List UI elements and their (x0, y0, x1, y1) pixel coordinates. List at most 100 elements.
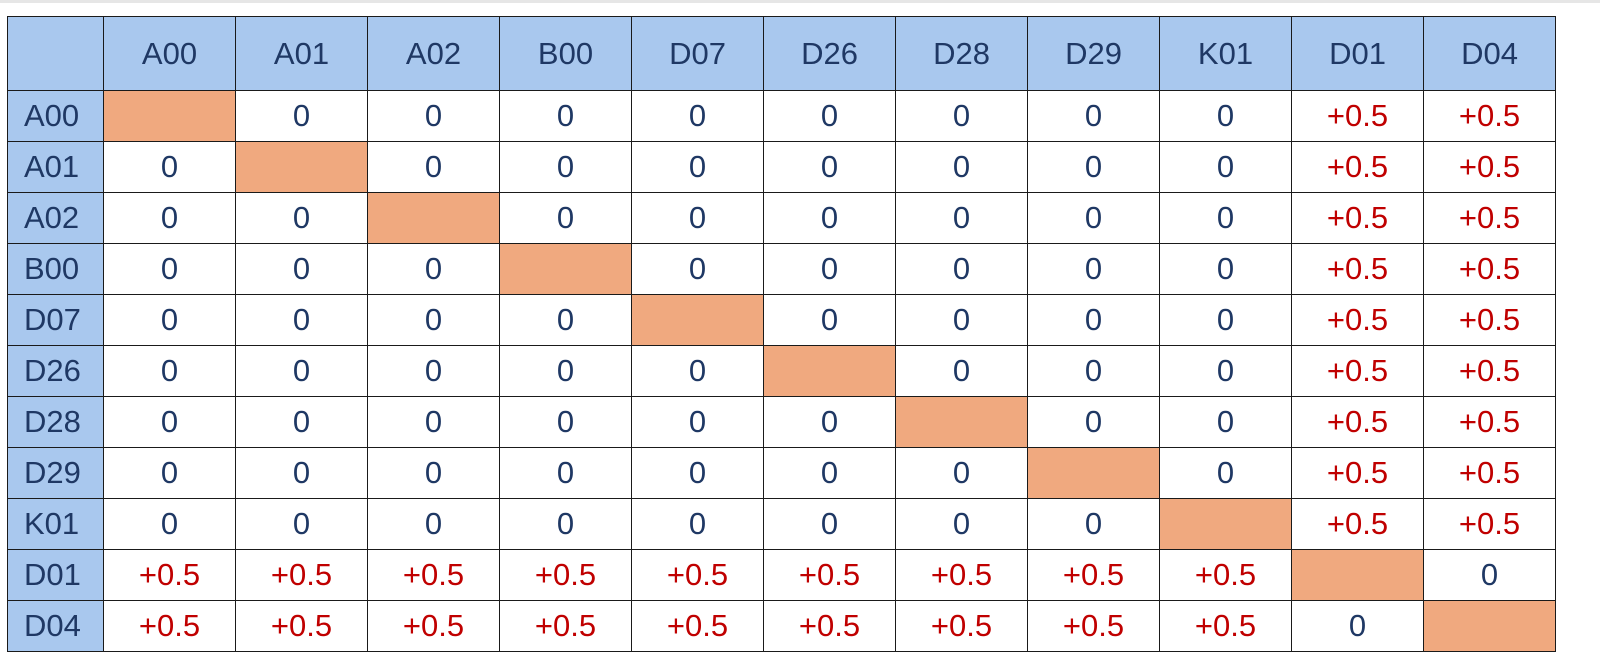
matrix-cell: 0 (763, 141, 896, 193)
row-header: D07 (7, 294, 104, 346)
matrix-cell: 0 (1027, 141, 1160, 193)
matrix-cell: +0.5 (1291, 192, 1424, 244)
matrix-cell: 0 (499, 192, 632, 244)
matrix-cell: 0 (1159, 141, 1292, 193)
diagonal-cell (631, 294, 764, 346)
matrix-cell: 0 (631, 243, 764, 295)
matrix-cell: 0 (1027, 498, 1160, 550)
column-header-d29: D29 (1027, 16, 1160, 91)
matrix-cell: 0 (103, 141, 236, 193)
matrix-cell: 0 (763, 498, 896, 550)
column-header-b00: B00 (499, 16, 632, 91)
matrix-cell: 0 (1159, 243, 1292, 295)
matrix-cell: +0.5 (103, 600, 236, 652)
diagonal-cell (1423, 600, 1556, 652)
table-row: D01 +0.5 +0.5 +0.5 +0.5 +0.5 +0.5 +0.5 +0.5 +0.5 0 (7, 549, 1556, 601)
matrix-cell: 0 (103, 294, 236, 346)
matrix-cell: +0.5 (1291, 90, 1424, 142)
matrix-cell: +0.5 (1423, 345, 1556, 397)
matrix-cell: +0.5 (235, 600, 368, 652)
table-row: A02 0 0 0 0 0 0 0 0 +0.5 +0.5 (7, 192, 1556, 244)
matrix-cell: +0.5 (1291, 396, 1424, 448)
matrix-cell: +0.5 (1027, 600, 1160, 652)
column-header-a02: A02 (367, 16, 500, 91)
matrix-cell: 0 (367, 345, 500, 397)
row-header: D26 (7, 345, 104, 397)
matrix-cell: +0.5 (763, 600, 896, 652)
table-row: D29 0 0 0 0 0 0 0 0 +0.5 +0.5 (7, 447, 1556, 499)
matrix-cell: 0 (235, 447, 368, 499)
row-header: D29 (7, 447, 104, 499)
header-row: A00 A01 A02 B00 D07 D26 D28 D29 K01 D01 … (7, 16, 1556, 91)
column-header-k01: K01 (1159, 16, 1292, 91)
matrix-cell: 0 (1027, 192, 1160, 244)
matrix-cell: 0 (763, 192, 896, 244)
matrix-cell: +0.5 (1423, 294, 1556, 346)
matrix-cell: +0.5 (1291, 498, 1424, 550)
diagonal-cell (1027, 447, 1160, 499)
matrix-cell: 0 (103, 396, 236, 448)
matrix-cell: 0 (103, 498, 236, 550)
matrix-cell: 0 (895, 243, 1028, 295)
matrix-cell: 0 (499, 141, 632, 193)
matrix-cell: 0 (763, 294, 896, 346)
matrix-cell: +0.5 (1291, 345, 1424, 397)
table-row: D04 +0.5 +0.5 +0.5 +0.5 +0.5 +0.5 +0.5 +0.5 +0.5 0 (7, 600, 1556, 652)
matrix-cell: 0 (1291, 600, 1424, 652)
matrix-cell: +0.5 (1423, 141, 1556, 193)
matrix-cell: 0 (1027, 90, 1160, 142)
matrix-cell: +0.5 (1027, 549, 1160, 601)
matrix-cell: 0 (1423, 549, 1556, 601)
matrix-cell: 0 (1027, 396, 1160, 448)
matrix-cell: 0 (895, 447, 1028, 499)
matrix-cell: +0.5 (499, 600, 632, 652)
matrix-cell: 0 (499, 447, 632, 499)
matrix-cell: 0 (103, 192, 236, 244)
matrix-cell: 0 (499, 396, 632, 448)
matrix-cell: 0 (895, 141, 1028, 193)
matrix-cell: 0 (367, 447, 500, 499)
diagonal-cell (895, 396, 1028, 448)
table-row: D26 0 0 0 0 0 0 0 0 +0.5 +0.5 (7, 345, 1556, 397)
table-row: A00 0 0 0 0 0 0 0 0 +0.5 +0.5 (7, 90, 1556, 142)
matrix-body: A00 0 0 0 0 0 0 0 0 +0.5 +0.5 A01 0 0 0 0 0 0 0 0 +0.5 +0.5 A0… (7, 90, 1556, 652)
matrix-cell: +0.5 (1291, 141, 1424, 193)
matrix-cell: 0 (895, 294, 1028, 346)
matrix-cell: 0 (367, 396, 500, 448)
matrix-cell: +0.5 (895, 600, 1028, 652)
matrix-cell: 0 (1027, 243, 1160, 295)
row-header: D01 (7, 549, 104, 601)
matrix-cell: +0.5 (895, 549, 1028, 601)
matrix-cell: +0.5 (1423, 192, 1556, 244)
matrix-cell: +0.5 (1291, 294, 1424, 346)
matrix-cell: +0.5 (763, 549, 896, 601)
matrix-cell: 0 (499, 90, 632, 142)
column-header-d28: D28 (895, 16, 1028, 91)
row-header: D04 (7, 600, 104, 652)
matrix-header: A00 A01 A02 B00 D07 D26 D28 D29 K01 D01 … (7, 16, 1556, 91)
matrix-cell: 0 (1027, 294, 1160, 346)
matrix-cell: 0 (367, 498, 500, 550)
matrix-cell: 0 (631, 396, 764, 448)
matrix-cell: +0.5 (1423, 243, 1556, 295)
matrix-cell: 0 (1027, 345, 1160, 397)
matrix-cell: 0 (631, 141, 764, 193)
matrix-cell: +0.5 (1423, 498, 1556, 550)
row-header: A00 (7, 90, 104, 142)
diagonal-cell (499, 243, 632, 295)
diagonal-cell (367, 192, 500, 244)
matrix-cell: +0.5 (631, 549, 764, 601)
matrix-cell: 0 (631, 90, 764, 142)
matrix-cell: 0 (631, 447, 764, 499)
matrix-cell: 0 (235, 498, 368, 550)
matrix-cell: 0 (763, 243, 896, 295)
matrix-cell: +0.5 (1423, 396, 1556, 448)
row-header: D28 (7, 396, 104, 448)
matrix-cell: 0 (499, 498, 632, 550)
diagonal-cell (235, 141, 368, 193)
matrix-cell: +0.5 (1291, 447, 1424, 499)
matrix-cell: 0 (1159, 294, 1292, 346)
diagonal-cell (763, 345, 896, 397)
table-row: D07 0 0 0 0 0 0 0 0 +0.5 +0.5 (7, 294, 1556, 346)
matrix-cell: 0 (367, 294, 500, 346)
